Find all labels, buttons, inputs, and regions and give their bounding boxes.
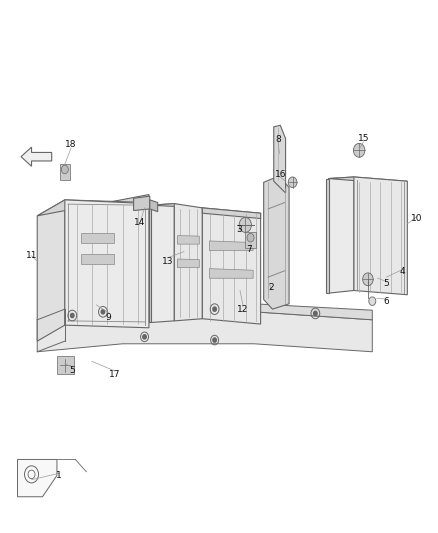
Polygon shape [202, 208, 261, 219]
Text: 18: 18 [65, 141, 77, 149]
Polygon shape [151, 204, 202, 213]
Polygon shape [151, 204, 174, 322]
Polygon shape [60, 164, 70, 180]
Circle shape [60, 359, 70, 372]
Text: 5: 5 [69, 366, 75, 375]
Polygon shape [37, 312, 372, 352]
Text: 12: 12 [237, 305, 249, 313]
Text: 15: 15 [358, 134, 369, 143]
Polygon shape [21, 147, 52, 166]
Circle shape [353, 143, 365, 157]
Circle shape [143, 335, 146, 339]
Text: 4: 4 [399, 268, 405, 276]
Polygon shape [81, 254, 114, 264]
Text: 11: 11 [26, 252, 37, 260]
Circle shape [213, 307, 216, 311]
Text: 9: 9 [106, 313, 112, 321]
Polygon shape [264, 176, 289, 309]
Text: 2: 2 [269, 284, 274, 292]
Circle shape [288, 177, 297, 188]
Circle shape [71, 313, 74, 318]
Polygon shape [149, 205, 151, 322]
Polygon shape [328, 177, 407, 183]
Circle shape [247, 233, 254, 242]
Text: 8: 8 [275, 135, 281, 144]
Circle shape [369, 297, 376, 305]
Polygon shape [37, 195, 149, 216]
Polygon shape [326, 179, 328, 293]
Text: 16: 16 [275, 171, 286, 179]
Polygon shape [65, 200, 149, 328]
Polygon shape [150, 200, 158, 212]
Polygon shape [209, 241, 253, 251]
Circle shape [101, 310, 105, 314]
Polygon shape [37, 200, 65, 341]
Text: 10: 10 [411, 214, 423, 223]
Polygon shape [37, 304, 372, 320]
Polygon shape [174, 204, 202, 321]
Text: 13: 13 [162, 257, 173, 265]
Polygon shape [202, 208, 261, 324]
Polygon shape [177, 236, 199, 244]
Polygon shape [354, 177, 407, 295]
Polygon shape [274, 125, 286, 193]
Text: 17: 17 [109, 370, 120, 378]
Text: 7: 7 [246, 245, 252, 254]
Polygon shape [245, 232, 256, 248]
Polygon shape [18, 459, 57, 497]
Circle shape [239, 217, 251, 232]
Text: 3: 3 [236, 225, 242, 233]
Circle shape [213, 338, 216, 342]
Polygon shape [81, 233, 114, 243]
Polygon shape [209, 269, 253, 278]
Circle shape [61, 165, 68, 174]
Circle shape [363, 273, 373, 286]
Polygon shape [134, 196, 150, 211]
Polygon shape [57, 356, 74, 374]
Text: 14: 14 [134, 219, 145, 227]
Polygon shape [328, 177, 354, 293]
Polygon shape [177, 259, 199, 268]
Text: 1: 1 [56, 471, 62, 480]
Circle shape [314, 311, 317, 316]
Text: 5: 5 [383, 279, 389, 288]
Text: 6: 6 [383, 297, 389, 305]
